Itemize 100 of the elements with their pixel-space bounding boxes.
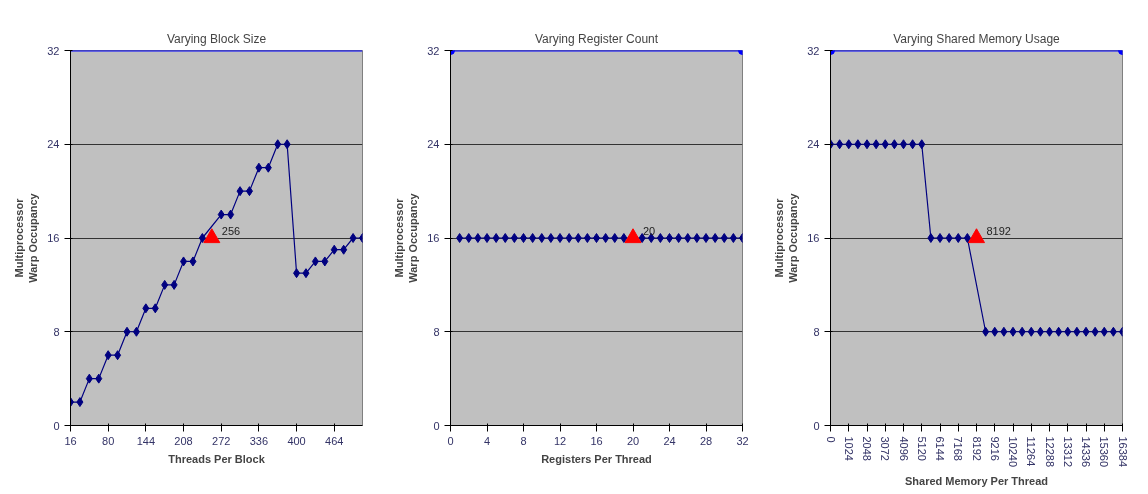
- chart-title: Varying Block Size: [166, 31, 267, 46]
- point: [217, 209, 225, 220]
- point: [982, 326, 990, 337]
- point: [198, 233, 206, 243]
- y-tick-label: 0: [433, 419, 440, 432]
- x-tick-label: 13312: [1061, 436, 1074, 468]
- point: [227, 209, 235, 220]
- x-tick-label: 8192: [970, 436, 983, 461]
- x-tick-label: 7168: [952, 436, 965, 461]
- point: [1055, 326, 1063, 337]
- point: [927, 233, 935, 243]
- point: [132, 326, 140, 337]
- chart-title: Varying Register Count: [534, 31, 659, 46]
- point: [1109, 326, 1117, 337]
- y-tick-label: 16: [427, 232, 440, 244]
- point: [918, 139, 926, 150]
- point: [1027, 326, 1035, 337]
- point: [881, 139, 889, 150]
- point: [85, 373, 93, 384]
- point: [95, 373, 103, 384]
- y-axis-title: Multiprocessor Warp Occupancy: [12, 192, 40, 283]
- x-tick-label: 4: [483, 434, 491, 447]
- x-tick-label: 464: [325, 434, 344, 447]
- point: [1064, 326, 1072, 337]
- point: [245, 186, 253, 197]
- point: [1018, 326, 1026, 337]
- point: [963, 233, 971, 243]
- point: [274, 139, 282, 150]
- x-tick-label: 5120: [915, 436, 928, 461]
- point: [330, 244, 338, 255]
- x-tick-label: 24: [663, 434, 676, 447]
- x-tick-label: 2048: [861, 436, 873, 461]
- x-tick-label: 14336: [1080, 436, 1092, 468]
- y-tick-label: 16: [807, 232, 820, 244]
- x-tick-label: 208: [174, 434, 193, 447]
- point: [76, 397, 84, 408]
- y-tick-label: 0: [53, 419, 60, 432]
- x-tick-label: 144: [136, 434, 156, 447]
- point: [936, 233, 944, 243]
- x-axis-title: Registers Per Thread: [541, 452, 652, 465]
- point: [1082, 326, 1090, 337]
- x-axis-title: Threads Per Block: [168, 452, 266, 465]
- x-tick-label: 10240: [1007, 436, 1019, 468]
- x-tick-label: 16: [590, 434, 603, 447]
- y-tick-label: 24: [47, 138, 60, 151]
- point: [170, 279, 178, 290]
- point: [311, 256, 319, 267]
- point: [293, 268, 301, 279]
- x-tick-label: 3072: [879, 436, 892, 461]
- x-tick-label: 8: [520, 434, 527, 447]
- point: [180, 256, 188, 267]
- point: [161, 279, 169, 290]
- y-tick-label: 0: [813, 419, 820, 432]
- point: [1100, 326, 1108, 337]
- point: [854, 139, 862, 150]
- point: [836, 139, 844, 150]
- point: [1073, 326, 1081, 337]
- chart-title: Varying Shared Memory Usage: [893, 31, 1061, 46]
- x-tick-label: 16: [64, 434, 77, 447]
- x-tick-label: 1024: [842, 436, 855, 461]
- x-tick-label: 0: [824, 436, 837, 443]
- x-tick-label: 272: [212, 434, 231, 447]
- x-tick-label: 15360: [1098, 436, 1111, 468]
- point: [909, 139, 917, 150]
- x-tick-label: 400: [287, 434, 306, 447]
- x-axis-title: Shared Memory Per Thread: [904, 475, 1049, 488]
- x-tick-label: 20: [626, 434, 640, 447]
- point: [114, 350, 122, 361]
- y-axis-title: Multiprocessor Warp Occupancy: [392, 192, 420, 283]
- point: [189, 256, 197, 267]
- point: [321, 256, 329, 267]
- point: [1036, 326, 1044, 337]
- annotation: 256: [221, 225, 241, 237]
- point: [123, 326, 131, 337]
- x-tick-label: 11264: [1025, 436, 1038, 467]
- point: [104, 350, 112, 361]
- point: [945, 233, 953, 243]
- point: [302, 268, 310, 279]
- point: [890, 139, 898, 150]
- x-tick-label: 6144: [934, 436, 946, 461]
- x-tick-label: 4096: [897, 436, 910, 461]
- point: [1009, 326, 1017, 337]
- point: [872, 139, 880, 150]
- annotation: 20: [643, 225, 656, 237]
- y-tick-label: 16: [47, 232, 60, 244]
- x-tick-label: 12288: [1043, 436, 1056, 468]
- point: [863, 139, 871, 150]
- y-tick-label: 8: [53, 325, 60, 338]
- y-tick-label: 32: [807, 44, 820, 57]
- point: [954, 233, 962, 243]
- point: [1091, 326, 1099, 337]
- x-tick-label: 28: [699, 434, 713, 447]
- y-tick-label: 8: [433, 325, 440, 338]
- x-tick-label: 9216: [988, 436, 1001, 461]
- point: [142, 303, 150, 314]
- point: [340, 244, 348, 255]
- y-tick-label: 24: [427, 138, 440, 151]
- y-tick-label: 8: [813, 325, 820, 338]
- point: [991, 326, 999, 337]
- x-tick-label: 12: [553, 434, 567, 447]
